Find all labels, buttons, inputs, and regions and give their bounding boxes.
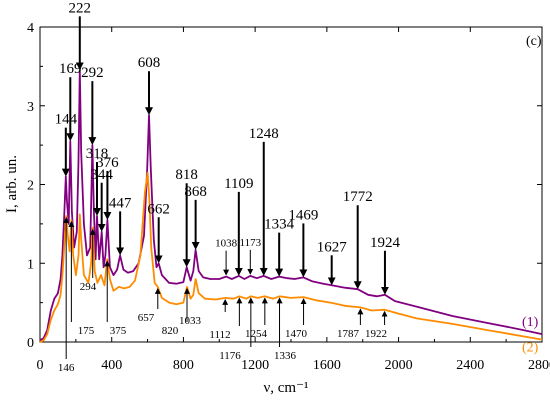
peak-label: 662 bbox=[147, 201, 170, 217]
x-tick-label: 2400 bbox=[456, 358, 484, 373]
peak-label: 1334 bbox=[264, 217, 295, 233]
peak-label-series-2: 1336 bbox=[274, 350, 297, 362]
peak-label-series-2: 294 bbox=[80, 281, 97, 293]
peak-label: 818 bbox=[175, 167, 198, 183]
peak-label-series-2: 1922 bbox=[365, 328, 387, 340]
x-axis-ticks: 0 400 800 1200 1600 2000 2400 2800 bbox=[37, 27, 550, 373]
peak-label-series-2: 1470 bbox=[285, 328, 308, 340]
legend-label-series-1: (1) bbox=[522, 315, 539, 330]
y-tick-label: 4 bbox=[27, 21, 34, 36]
y-axis-label: I, arb. un. bbox=[4, 155, 20, 213]
peak-label-series-2: 820 bbox=[162, 325, 179, 337]
x-tick-label: 2000 bbox=[385, 358, 413, 373]
peak-label-series-2: 175 bbox=[78, 325, 95, 337]
peak-label: 1772 bbox=[343, 189, 373, 205]
y-tick-label: 1 bbox=[27, 257, 34, 272]
peak-label: 1248 bbox=[249, 126, 279, 142]
x-tick-label: 2800 bbox=[528, 358, 550, 373]
peak-label: 608 bbox=[138, 55, 161, 71]
peak-label: 169 bbox=[59, 61, 82, 77]
plot-frame bbox=[39, 26, 543, 343]
x-tick-label: 400 bbox=[101, 358, 122, 373]
peak-label: 144 bbox=[55, 112, 78, 128]
peak-label: 222 bbox=[69, 0, 92, 16]
x-tick-label: 800 bbox=[173, 358, 194, 373]
legend: (1) (2) bbox=[522, 315, 539, 356]
peak-label: 868 bbox=[184, 184, 207, 200]
panel-label: (c) bbox=[526, 34, 542, 49]
peak-label: 1469 bbox=[288, 207, 318, 223]
peak-label: 376 bbox=[96, 155, 119, 171]
y-tick-label: 0 bbox=[27, 336, 34, 351]
x-tick-label: 0 bbox=[37, 358, 44, 373]
peak-label: 318 bbox=[86, 146, 109, 162]
peak-label: 447 bbox=[109, 195, 132, 211]
peak-label: 1109 bbox=[224, 176, 253, 192]
x-tick-label: 1600 bbox=[313, 358, 341, 373]
peak-label-series-2: 1254 bbox=[245, 328, 268, 340]
x-axis-label: ν, cm⁻¹ bbox=[263, 380, 308, 396]
peak-label: 1627 bbox=[317, 239, 348, 255]
peak-label-series-2: 1112 bbox=[209, 329, 230, 341]
peak-label-series-2: 1787 bbox=[337, 328, 360, 340]
peak-annotations: 1441692222923183443764476086628188681038… bbox=[55, 0, 401, 374]
peak-label-series-2: 657 bbox=[138, 312, 155, 324]
peak-label: 292 bbox=[81, 65, 104, 81]
peak-label-series-2: 1176 bbox=[219, 350, 241, 362]
series-line-1 bbox=[39, 69, 543, 342]
legend-label-series-2: (2) bbox=[522, 341, 539, 356]
peak-label-series-2: 375 bbox=[110, 325, 127, 337]
y-axis-ticks: 0 1 2 3 4 bbox=[27, 21, 542, 351]
y-tick-label: 3 bbox=[27, 100, 34, 115]
peak-label: 1924 bbox=[370, 235, 401, 251]
y-tick-label: 2 bbox=[27, 179, 34, 194]
peak-label-series-2: 1033 bbox=[179, 315, 202, 327]
peak-label-series-2: 146 bbox=[58, 362, 75, 374]
peak-label: 1038 bbox=[215, 238, 238, 250]
x-tick-label: 1200 bbox=[241, 358, 269, 373]
peak-label: 1173 bbox=[240, 237, 262, 249]
